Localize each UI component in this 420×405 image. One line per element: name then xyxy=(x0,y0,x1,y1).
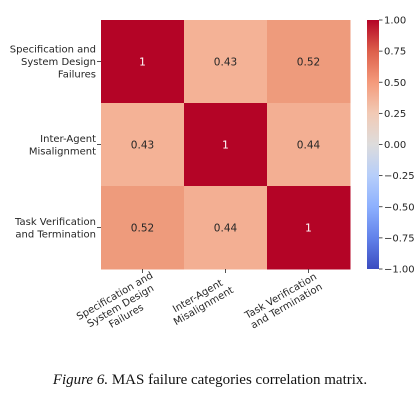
cell-value-label: 0.52 xyxy=(297,57,320,69)
cell-value-label: 0.44 xyxy=(297,140,321,152)
caption-text: MAS failure categories correlation matri… xyxy=(108,372,368,388)
column-tick-label-group: Specification andSystem DesignFailures xyxy=(75,270,167,343)
cell-value-label: 1 xyxy=(222,140,229,152)
heatmap-cell xyxy=(101,103,185,187)
cell-value-label: 0.43 xyxy=(131,140,154,152)
column-tick-label: Specification andSystem DesignFailures xyxy=(75,270,167,343)
row-tick-labels: Specification and System Design Failures In… xyxy=(10,45,101,241)
cell-value-label: 0.52 xyxy=(131,223,154,235)
column-tick-label: Inter-AgentMisalignment xyxy=(166,275,235,328)
heatmap-cell xyxy=(184,186,268,270)
colorbar-tick-label: −0.50 xyxy=(384,202,415,213)
row-tick-label: Inter-Agent Misalignment xyxy=(29,134,96,158)
column-tick-label: Task Verificationand Termination xyxy=(242,272,324,332)
colorbar-gradient xyxy=(367,20,379,269)
colorbar-tick-label: 0.75 xyxy=(384,47,406,58)
colorbar: 1.00 0.75 0.50 0.25 0.00 −0.25 −0.50 −0.75 −1.00 xyxy=(367,16,415,276)
colorbar-tick-label: −1.00 xyxy=(384,265,415,276)
colorbar-tick-label: 1.00 xyxy=(384,16,406,27)
cell-value-label: 1 xyxy=(305,223,312,235)
heatmap-cell xyxy=(101,186,185,270)
row-tick-label: Task Verification and Termination xyxy=(14,217,96,241)
correlation-heatmap: 1 0.43 0.52 0.43 1 0.44 0.52 0.44 1 Specificatio… xyxy=(10,16,415,343)
colorbar-tick-label: 0.50 xyxy=(384,78,406,89)
colorbar-tick-label: 0.00 xyxy=(384,140,406,151)
colorbar-tick-label: 0.25 xyxy=(384,109,406,120)
heatmap-cells: 1 0.43 0.52 0.43 1 0.44 0.52 0.44 1 xyxy=(101,20,351,270)
cell-value-label: 0.44 xyxy=(214,223,238,235)
cell-value-label: 1 xyxy=(139,57,146,69)
heatmap-cell xyxy=(184,20,268,104)
colorbar-tick-label: −0.25 xyxy=(384,171,415,182)
caption-label: Figure 6. xyxy=(52,372,109,388)
column-tick-label-group: Inter-AgentMisalignment xyxy=(166,275,236,328)
heatmap-cell xyxy=(267,103,351,187)
figure-caption: Figure 6. MAS failure categories correla… xyxy=(0,372,420,389)
cell-value-label: 0.43 xyxy=(214,57,237,69)
column-tick-label-group: Task Verificationand Termination xyxy=(242,272,324,332)
row-tick-label: Specification and System Design Failures xyxy=(10,45,96,81)
column-tick-labels: Specification andSystem DesignFailuresIn… xyxy=(75,269,324,343)
colorbar-tick-label: −0.75 xyxy=(384,233,415,244)
heatmap-cell xyxy=(267,20,351,104)
heatmap-cell xyxy=(184,103,268,187)
heatmap-cell xyxy=(101,20,185,104)
heatmap-cell xyxy=(267,186,351,270)
